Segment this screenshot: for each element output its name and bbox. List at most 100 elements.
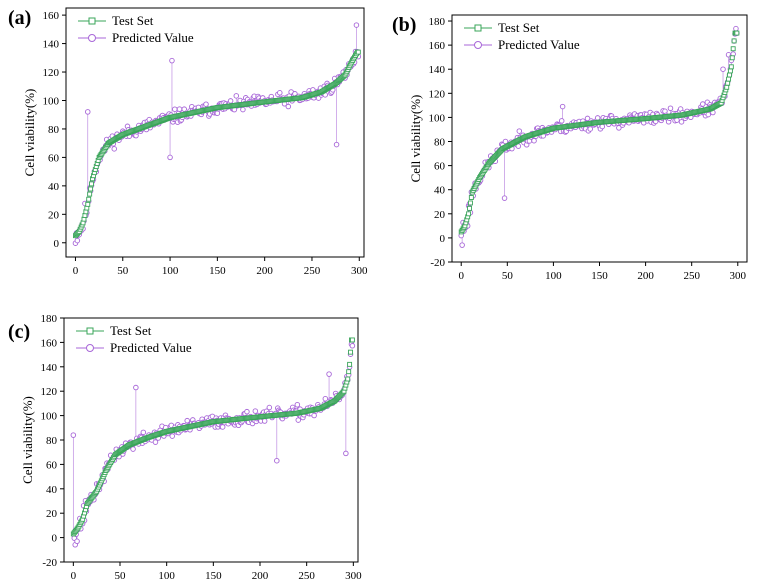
x-tick-label: 100 [162, 265, 179, 277]
plot-frame [63, 317, 359, 563]
predicted-series [458, 25, 740, 248]
x-tick-label: 300 [351, 265, 368, 277]
predicted-point [733, 25, 739, 32]
predicted-point [74, 538, 80, 545]
predicted-point [133, 384, 139, 391]
x-tick-label: 250 [298, 570, 315, 582]
y-tick-label: 40 [434, 185, 446, 197]
predicted-series [70, 339, 356, 548]
test-point [355, 49, 361, 55]
test-point [724, 84, 730, 90]
y-tick-label: 0 [440, 233, 446, 245]
predicted-point [233, 93, 240, 99]
test-point [347, 361, 353, 367]
predicted-point [167, 154, 173, 161]
x-tick-label: 100 [545, 270, 562, 282]
x-tick-label: 200 [637, 270, 654, 282]
legend-test-label: Test Set [110, 323, 152, 338]
predicted-point [184, 417, 190, 424]
y-tick-label: 180 [41, 313, 58, 325]
predicted-point [285, 103, 292, 110]
legend: Test Set Predicted Value [78, 13, 194, 45]
predicted-point [227, 98, 234, 104]
test-point [734, 30, 740, 36]
test-point [727, 68, 733, 74]
predicted-point [516, 128, 523, 134]
test-series [458, 30, 740, 235]
legend-predicted-marker [474, 41, 482, 49]
y-axis-title: Cell viability(%) [20, 396, 35, 484]
predicted-point [501, 195, 508, 201]
predicted-point [599, 123, 606, 130]
test-point [731, 38, 737, 44]
predicted-point [152, 439, 159, 445]
predicted-point [322, 395, 329, 402]
y-tick-label: 140 [43, 39, 60, 51]
x-tick-label: 50 [502, 270, 514, 282]
predicted-point [459, 242, 465, 248]
test-series [70, 337, 355, 537]
test-point [729, 55, 735, 61]
test-point [86, 196, 92, 202]
predicted-point [326, 371, 332, 377]
predicted-point [130, 446, 136, 452]
legend-predicted-label: Predicted Value [498, 37, 580, 52]
legend-test-label: Test Set [112, 13, 154, 28]
predicted-point [531, 137, 537, 144]
x-tick-label: 250 [304, 265, 321, 277]
predicted-point [616, 125, 622, 131]
predicted-point [140, 429, 147, 436]
test-point [349, 337, 355, 343]
predicted-point [169, 433, 176, 439]
predicted-point [343, 450, 349, 457]
panel-label: (c) [8, 321, 30, 343]
legend-test-label: Test Set [498, 20, 540, 35]
x-tick-label: 50 [115, 570, 127, 582]
test-point [728, 64, 734, 70]
y-tick-label: 40 [48, 181, 60, 193]
legend-predicted-label: Predicted Value [110, 340, 192, 355]
legend: Test Set Predicted Value [76, 323, 192, 355]
y-tick-label: 100 [41, 411, 58, 423]
predicted-point [558, 118, 565, 124]
predicted-point [559, 103, 566, 110]
y-tick-label: 120 [41, 386, 58, 398]
test-point [87, 191, 93, 197]
test-point [89, 181, 94, 187]
y-tick-label: -20 [42, 557, 57, 569]
predicted-point [74, 237, 81, 244]
chart-panel-3: (c) -20 0 20 40 60 80 100 120 140 160 180 0 50 100 150 2… [8, 313, 362, 582]
y-tick-label: 160 [41, 337, 58, 349]
legend-predicted-label: Predicted Value [112, 30, 194, 45]
predicted-point [349, 343, 356, 349]
legend: Test Set Predicted Value [464, 20, 580, 52]
predicted-point [277, 90, 283, 96]
x-tick-label: 200 [252, 570, 269, 582]
predicted-point [667, 105, 674, 111]
test-series [73, 49, 361, 239]
test-point [726, 76, 732, 82]
y-tick-label: 100 [429, 112, 446, 124]
x-tick-label: 50 [117, 265, 129, 277]
plot-frame [451, 14, 748, 263]
predicted-point [720, 66, 726, 72]
predicted-point [70, 432, 77, 438]
y-tick-label: 100 [43, 95, 60, 107]
legend-test-marker [474, 24, 482, 32]
predicted-point [181, 106, 188, 112]
x-tick-label: 150 [205, 570, 222, 582]
predicted-point [203, 101, 209, 107]
y-tick-label: 40 [46, 484, 58, 496]
predicted-point [214, 110, 221, 116]
test-point [727, 72, 732, 78]
panel-label: (b) [392, 14, 416, 36]
y-axis-title: Cell viability(%) [22, 89, 37, 177]
predicted-point [111, 146, 117, 152]
test-point [725, 80, 731, 86]
legend-test-marker [88, 17, 96, 25]
x-tick-label: 0 [73, 265, 79, 277]
predicted-point [594, 115, 601, 121]
predicted-point [266, 404, 273, 411]
y-tick-label: 160 [43, 10, 60, 22]
x-tick-label: 200 [256, 265, 273, 277]
